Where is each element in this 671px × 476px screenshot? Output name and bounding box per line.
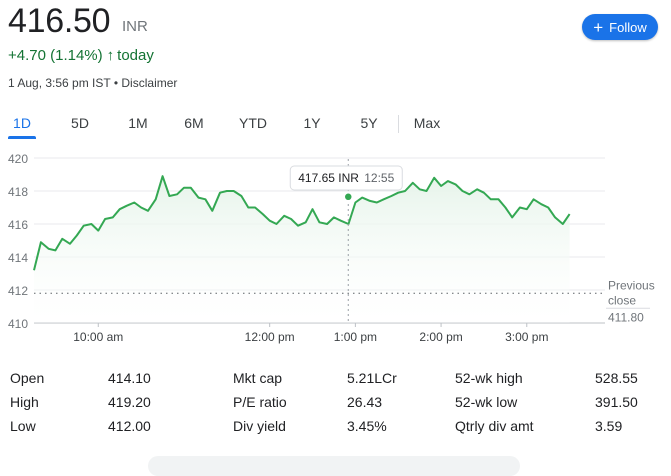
tab-separator [398,115,399,133]
x-tick-label: 2:00 pm [419,330,462,344]
tab-1d[interactable]: 1D [8,110,36,139]
disclaimer-link[interactable]: Disclaimer [121,76,178,90]
change-period: today [117,47,154,64]
stat-label-high: High [10,394,39,410]
y-tick-label: 420 [8,152,28,166]
stat-label-low: Low [10,418,36,434]
hover-point [343,192,354,202]
quote-meta: 1 Aug, 3:56 pm IST • Disclaimer [8,76,177,90]
stat-label-qtrly-div: Qtrly div amt [455,418,534,434]
previous-close-value: 411.80 [608,310,644,324]
tooltip-box [289,165,403,191]
tab-5d[interactable]: 5D [64,110,96,136]
tab-label: 1M [128,115,148,131]
stat-label-open: Open [10,370,45,386]
more-button-bar[interactable] [148,456,520,476]
tab-label: 1D [13,115,31,131]
tooltip-price: 417.65 INR [298,171,359,185]
stat-label-pe-ratio: P/E ratio [233,394,287,410]
price-line [33,175,571,271]
stat-label-52wk-low: 52-wk low [455,394,518,410]
stat-value-open: 414.10 [108,370,151,386]
tab-5y[interactable]: 5Y [355,110,383,136]
tab-label: 6M [184,115,204,131]
stat-value-low: 412.00 [108,418,151,434]
tab-label: 5D [71,115,89,131]
y-tick-label: 414 [8,251,28,265]
tab-label: Max [413,115,441,131]
stat-value-52wk-high: 528.55 [595,370,638,386]
y-tick-label: 418 [8,185,28,199]
price-change: +4.70 (1.14%) ↑ today [8,47,154,64]
tab-6m[interactable]: 6M [177,110,211,136]
stats-row-2: High 419.20 P/E ratio 26.43 52-wk low 39… [0,390,671,414]
x-tick-label: 3:00 pm [505,330,548,344]
tooltip-time: 12:55 [364,171,394,185]
change-value: +4.70 (1.14%) [8,47,103,64]
stat-value-pe-ratio: 26.43 [347,394,383,410]
x-tick-label: 12:00 pm [245,330,295,344]
follow-button[interactable]: + Follow [582,14,658,40]
stat-value-div-yield: 3.45% [347,418,387,434]
stat-value-high: 419.20 [108,394,151,410]
stats-row-1: Open 414.10 Mkt cap 5.21LCr 52-wk high 5… [0,366,671,390]
stat-value-52wk-low: 391.50 [595,394,638,410]
stat-value-qtrly-div: 3.59 [595,418,623,434]
stat-label-52wk-high: 52-wk high [455,370,523,386]
previous-close-label: close [608,293,636,307]
tab-1y[interactable]: 1Y [298,110,326,136]
timestamp: 1 Aug, 3:56 pm IST [8,76,111,90]
x-tick-label: 10:00 am [73,330,123,344]
tab-1m[interactable]: 1M [121,110,155,136]
stats-row-3: Low 412.00 Div yield 3.45% Qtrly div amt… [0,414,671,438]
stat-label-mkt-cap: Mkt cap [233,370,283,386]
tab-label: YTD [239,115,267,131]
tab-label: 5Y [360,115,378,131]
meta-separator: • [110,76,122,90]
tab-label: 1Y [303,115,321,131]
currency-label: INR [122,18,148,35]
stat-label-div-yield: Div yield [233,418,286,434]
up-arrow-icon: ↑ [106,47,115,64]
y-tick-label: 416 [8,218,28,232]
x-tick-label: 1:00 pm [334,330,377,344]
previous-close-label: Previous [608,278,655,292]
stock-price: 416.50 [8,2,111,40]
plus-icon: + [593,17,604,37]
stat-value-mkt-cap: 5.21LCr [347,370,397,386]
follow-label: Follow [609,19,647,35]
price-area-fill [34,176,570,323]
price-chart[interactable]: 410 412 414 416 418 420 10:00 am 12:00 pm 1:00 p… [0,145,671,345]
tab-max[interactable]: Max [410,110,444,136]
y-tick-label: 412 [8,284,28,298]
tab-ytd[interactable]: YTD [234,110,272,136]
y-tick-label: 410 [8,317,28,331]
